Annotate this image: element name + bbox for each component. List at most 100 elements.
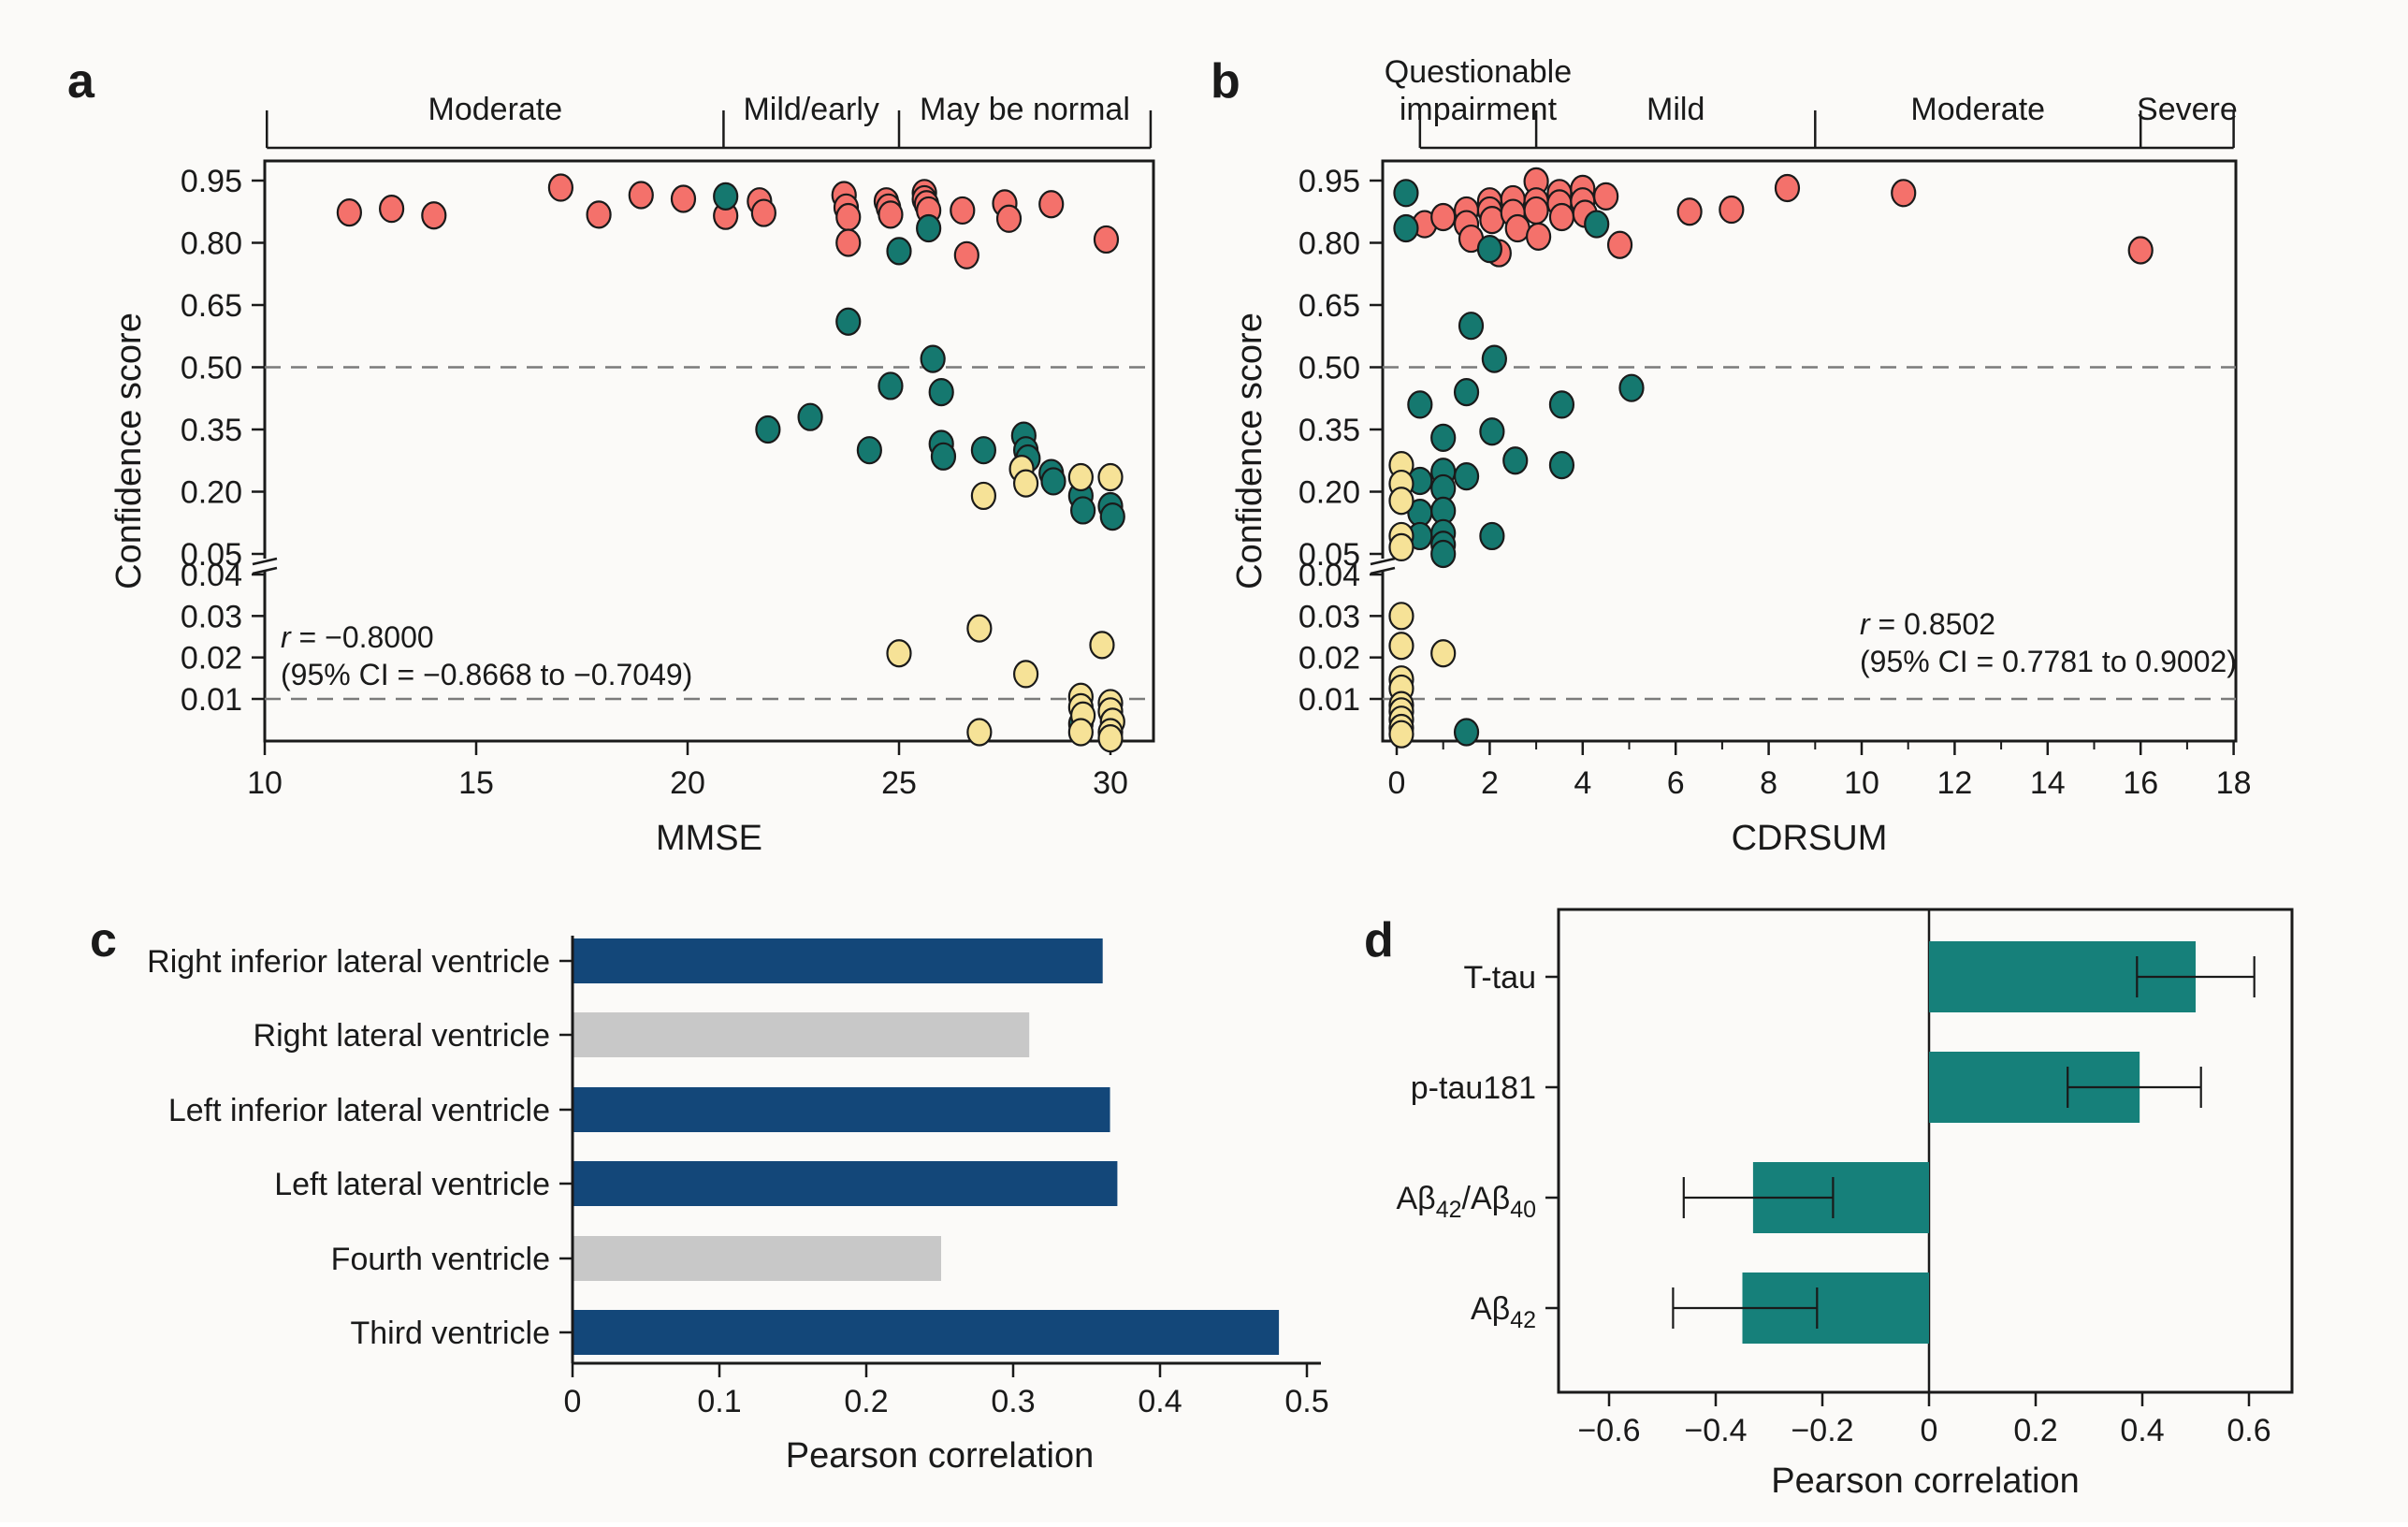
data-point: [995, 204, 1023, 233]
bracket-label: impairment: [1400, 92, 1558, 127]
data-point: [1525, 222, 1552, 251]
x-tick-label: 30: [1093, 765, 1128, 801]
axis-break-mark: [1370, 566, 1396, 575]
axis-break-gap: [263, 559, 267, 570]
data-point: [1453, 718, 1480, 747]
ci-text: (95% CI = −0.8668 to −0.7049): [281, 658, 692, 691]
x-axis-title: Pearson correlation: [1771, 1462, 2080, 1501]
series-low-confidence-yellow: [886, 455, 1125, 753]
data-point: [1430, 423, 1457, 452]
data-point: [1476, 235, 1503, 264]
data-point: [1040, 467, 1066, 496]
y-axis-title: Confidence score: [1230, 313, 1269, 589]
x-tick-label: 16: [2123, 765, 2158, 801]
y-tick-label: 0.80: [181, 225, 242, 261]
bracket-label: Moderate: [1910, 92, 2045, 127]
data-point: [950, 196, 976, 225]
panel-a-letter: a: [67, 54, 95, 109]
data-point: [1099, 502, 1125, 531]
data-point: [1388, 720, 1414, 749]
x-tick-label: 0.5: [1284, 1384, 1328, 1419]
ci-text: (95% CI = 0.7781 to 0.9002): [1860, 645, 2237, 678]
y-axis-title: Confidence score: [109, 313, 149, 589]
category-label: p-tau181: [1411, 1070, 1536, 1106]
data-point: [1388, 532, 1414, 562]
data-point: [797, 402, 823, 431]
plot-box: [263, 159, 1155, 743]
correlation-annotation: r = −0.8000 (95% CI = −0.8668 to −0.7049): [281, 620, 692, 691]
x-tick-label: 25: [881, 765, 917, 801]
data-point: [336, 198, 362, 227]
y-tick-label: 0.04: [1298, 558, 1360, 593]
data-point: [628, 181, 654, 210]
r-value-text: r = 0.8502: [1860, 607, 1995, 641]
data-point: [1430, 539, 1457, 569]
data-point: [1891, 179, 1917, 208]
data-point: [1388, 602, 1414, 631]
plot-box: [1557, 908, 2294, 1394]
data-point: [1012, 660, 1039, 689]
y-tick-label: 0.01: [181, 682, 242, 718]
x-axis: 10 15 20 25 30: [247, 741, 1128, 801]
x-tick-label: 6: [1667, 765, 1685, 801]
bracket-label: Mild/early: [743, 92, 878, 127]
data-point: [586, 200, 612, 229]
x-tick-label: −0.4: [1684, 1413, 1747, 1448]
correlation-annotation: r = 0.8502 (95% CI = 0.7781 to 0.9002): [1860, 607, 2237, 678]
data-point: [547, 173, 574, 202]
data-point: [1481, 344, 1507, 373]
x-tick-label: 10: [1844, 765, 1879, 801]
data-point: [1067, 718, 1094, 747]
axis-break-mark: [252, 566, 278, 575]
y-tick-label: 0.03: [1298, 599, 1360, 634]
data-point: [1453, 461, 1480, 491]
series-high-confidence-red: [1412, 167, 2154, 268]
y-tick-label: 0.20: [181, 474, 242, 510]
data-point: [1504, 213, 1530, 243]
bar: [573, 1012, 1030, 1057]
data-point: [970, 436, 997, 465]
data-point: [1393, 179, 1419, 208]
x-tick-label: −0.2: [1791, 1413, 1853, 1448]
bar: [573, 1161, 1118, 1206]
y-tick-label: 0.65: [1298, 288, 1360, 324]
bracket-label: Moderate: [428, 92, 563, 127]
panel-c: 0 0.1 0.2 0.3 0.4 0.5 Pearson correlation Right…: [147, 936, 1329, 1476]
y-tick-label: 0.65: [181, 288, 242, 324]
x-tick-label: 0: [1388, 765, 1406, 801]
x-tick-label: 0.1: [697, 1384, 741, 1419]
data-point: [2127, 236, 2154, 265]
bar: [573, 1236, 941, 1281]
data-point: [1430, 639, 1457, 668]
x-tick-label: 4: [1574, 765, 1591, 801]
data-point: [1719, 195, 1745, 225]
y-tick-label: 0.35: [1298, 413, 1360, 448]
y-tick-label: 0.95: [181, 164, 242, 199]
data-point: [670, 184, 697, 213]
x-tick-label: 0: [564, 1384, 582, 1419]
data-point: [930, 442, 957, 471]
x-tick-label: 0.2: [844, 1384, 888, 1419]
panel-b-letter: b: [1211, 54, 1240, 109]
data-point: [1593, 182, 1619, 211]
data-point: [1388, 487, 1414, 516]
data-point: [750, 198, 776, 227]
x-axis: 0 2 4 6 8 10 12 14 16 18: [1388, 741, 2252, 801]
panel-d: −0.6 −0.4 −0.2 0 0.2 0.4 0.6 Pearson correlatio…: [1396, 908, 2294, 1501]
data-point: [1548, 390, 1575, 419]
category-label: Fourth ventricle: [331, 1242, 550, 1277]
x-axis-title: MMSE: [656, 819, 762, 858]
data-point: [966, 614, 993, 643]
data-point: [1458, 312, 1485, 341]
data-point: [886, 639, 912, 668]
data-point: [1548, 202, 1575, 232]
panel-c-letter: c: [90, 913, 117, 967]
plot-box: [1381, 159, 2238, 743]
data-point: [1093, 225, 1120, 254]
y-axis: 0.95 0.80 0.65 0.50 0.35 0.20 0.050.04 0.03 0.02…: [1298, 164, 1396, 718]
data-point: [878, 200, 904, 229]
panel-a: Moderate Mild/early May be normal0.950.800…: [109, 92, 1155, 858]
data-point: [1038, 190, 1065, 219]
y-tick-label: 0.03: [181, 599, 242, 634]
